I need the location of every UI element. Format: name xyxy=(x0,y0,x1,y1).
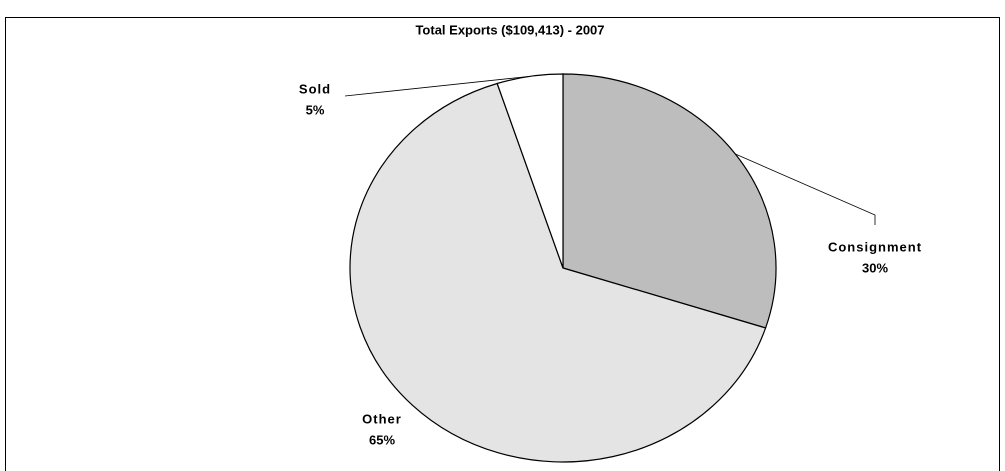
pie-slice xyxy=(562,73,777,329)
slice-value-label: 30% xyxy=(862,260,888,275)
leader-line xyxy=(344,75,530,97)
slice-label: Other xyxy=(362,411,402,426)
slice-value-label: 65% xyxy=(369,432,395,447)
chart-title: Total Exports ($109,413) - 2007 xyxy=(415,22,604,37)
slice-label: Consignment xyxy=(828,239,922,254)
leader-line xyxy=(735,153,876,225)
slice-value-label: 5% xyxy=(306,102,325,117)
slice-label: Sold xyxy=(299,81,331,96)
pie-slice xyxy=(349,82,767,463)
